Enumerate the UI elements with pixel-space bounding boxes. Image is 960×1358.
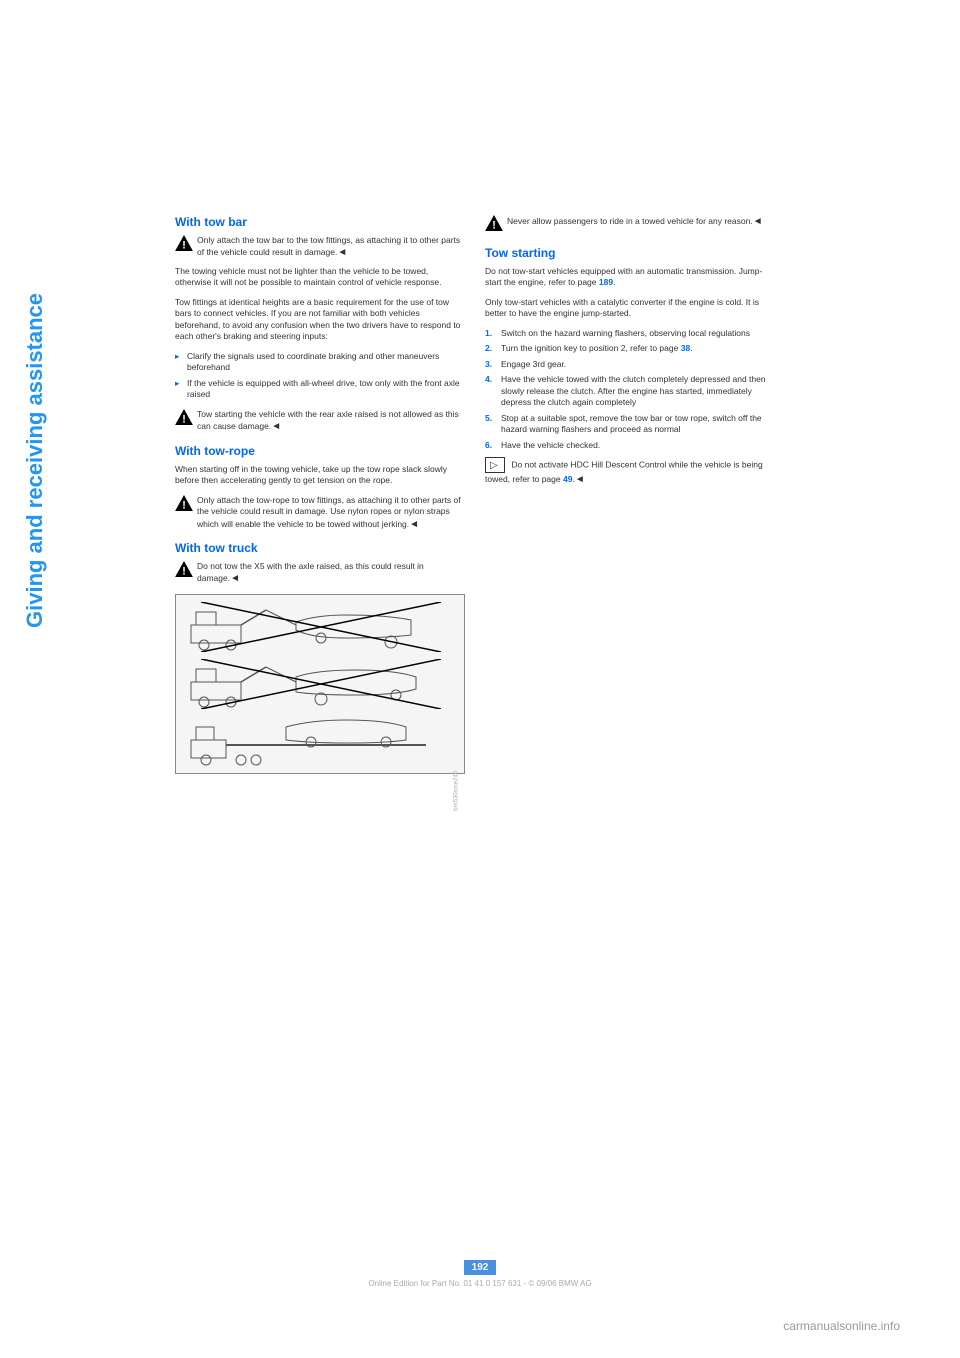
left-column: With tow bar ! Only attach the tow bar t… (175, 215, 465, 774)
bullet-item: If the vehicle is equipped with all-whee… (175, 378, 465, 401)
warning-block: ! Only attach the tow-rope to tow fittin… (175, 495, 465, 531)
bullet-item: Clarify the signals used to coordinate b… (175, 351, 465, 374)
section-heading-tow-truck: With tow truck (175, 541, 465, 555)
page-number: 192 (464, 1260, 497, 1275)
list-item: 6.Have the vehicle checked. (485, 440, 775, 451)
warning-icon: ! (175, 235, 193, 256)
warning-icon: ! (175, 495, 193, 516)
warning-block: ! Never allow passengers to ride in a to… (485, 215, 775, 236)
paragraph: Tow fittings at identical heights are a … (175, 297, 465, 343)
paragraph: When starting off in the towing vehicle,… (175, 464, 465, 487)
warning-icon: ! (175, 561, 193, 582)
list-item: 5.Stop at a suitable spot, remove the to… (485, 413, 775, 436)
warning-block: ! Tow starting the vehicle with the rear… (175, 409, 465, 434)
list-item: 1.Switch on the hazard warning flashers,… (485, 328, 775, 339)
paragraph: Do not tow-start vehicles equipped with … (485, 266, 775, 289)
cross-out-icon (201, 602, 441, 652)
warning-icon: ! (485, 215, 503, 236)
list-item: 3.Engage 3rd gear. (485, 359, 775, 370)
paragraph: The towing vehicle must not be lighter t… (175, 266, 465, 289)
warning-text: Do not tow the X5 with the axle raised, … (197, 561, 465, 586)
page-ref-link[interactable]: 38 (681, 343, 690, 353)
svg-text:!: ! (182, 413, 186, 425)
warning-text: Never allow passengers to ride in a towe… (507, 215, 775, 229)
right-column: ! Never allow passengers to ride in a to… (485, 215, 775, 495)
page-container: Giving and receiving assistance With tow… (125, 215, 800, 1115)
svg-text:!: ! (492, 219, 496, 231)
tow-diagram-row-3 (186, 715, 456, 770)
page-ref-link[interactable]: 49 (563, 474, 572, 484)
warning-text: Tow starting the vehicle with the rear a… (197, 409, 465, 434)
svg-text:!: ! (182, 565, 186, 577)
paragraph: Only tow-start vehicles with a catalytic… (485, 297, 775, 320)
warning-text: Only attach the tow bar to the tow fitti… (197, 235, 465, 260)
page-footer: 192 Online Edition for Part No. 01 41 0 … (0, 1257, 960, 1288)
watermark: carmanualsonline.info (783, 1319, 900, 1333)
numbered-list: 1.Switch on the hazard warning flashers,… (485, 328, 775, 451)
tow-truck-diagram: bm530sme240 (175, 594, 465, 774)
section-heading-tow-bar: With tow bar (175, 215, 465, 229)
warning-block: ! Do not tow the X5 with the axle raised… (175, 561, 465, 586)
note-paragraph: Do not activate HDC Hill Descent Control… (485, 457, 775, 487)
warning-text: Only attach the tow-rope to tow fittings… (197, 495, 465, 531)
footer-text: Online Edition for Part No. 01 41 0 157 … (0, 1279, 960, 1288)
svg-text:!: ! (182, 239, 186, 251)
list-item: 2.Turn the ignition key to position 2, r… (485, 343, 775, 354)
section-heading-tow-rope: With tow-rope (175, 444, 465, 458)
list-item: 4.Have the vehicle towed with the clutch… (485, 374, 775, 408)
warning-block: ! Only attach the tow bar to the tow fit… (175, 235, 465, 260)
sidebar-title: Giving and receiving assistance (22, 293, 48, 628)
page-ref-link[interactable]: 189 (599, 277, 613, 287)
svg-text:!: ! (182, 499, 186, 511)
image-label: bm530sme240 (454, 771, 460, 811)
bullet-list: Clarify the signals used to coordinate b… (175, 351, 465, 401)
cross-out-icon (201, 659, 441, 709)
section-heading-tow-starting: Tow starting (485, 246, 775, 260)
note-icon (485, 457, 505, 473)
warning-icon: ! (175, 409, 193, 430)
